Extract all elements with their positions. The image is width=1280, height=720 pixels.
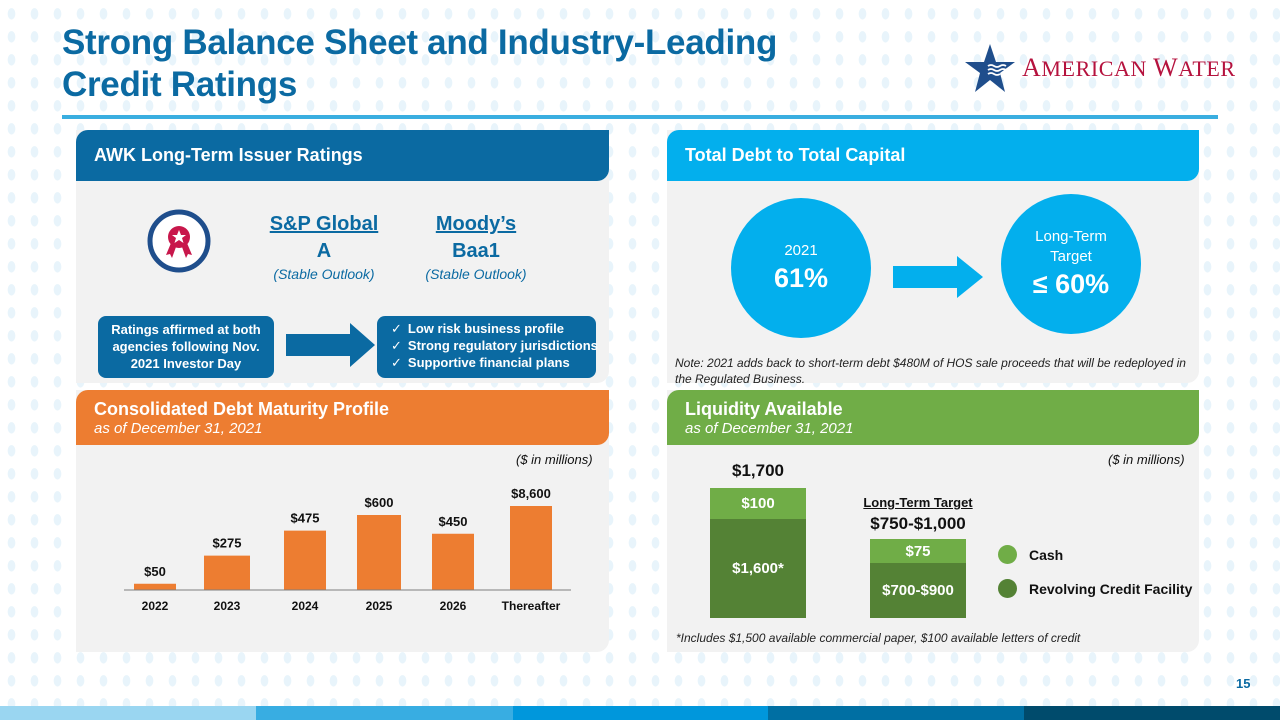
- x-tick-label: 2025: [366, 599, 393, 613]
- debt-to-capital-header: Total Debt to Total Capital: [667, 130, 1199, 181]
- units-label: ($ in millions): [1108, 452, 1185, 467]
- agency-rating: Baa1: [452, 240, 500, 262]
- units-label: ($ in millions): [516, 452, 593, 467]
- data-label: $8,600: [511, 486, 551, 501]
- bar-thereafter: [510, 506, 552, 590]
- liquidity-title: Liquidity Available: [685, 399, 843, 419]
- bar-2023: [204, 555, 250, 590]
- target-cash-bar: $75: [870, 539, 966, 563]
- legend-swatch: [998, 545, 1017, 564]
- legend-item-revolver: Revolving Credit Facility: [998, 579, 1192, 598]
- debt-maturity-subtitle: as of December 31, 2021: [94, 420, 263, 437]
- american-water-logo: AMERICAN WATER: [964, 42, 1235, 94]
- checkmark-icon: ✓: [391, 355, 402, 370]
- agency-outlook: (Stable Outlook): [273, 266, 375, 282]
- x-tick-label: 2026: [440, 599, 467, 613]
- arrow-right-icon: [286, 323, 375, 367]
- ratings-affirmed-box: Ratings affirmed at both agencies follow…: [98, 316, 274, 378]
- ratings-panel-title: AWK Long-Term Issuer Ratings: [94, 145, 363, 165]
- list-item: ✓ Supportive financial plans: [391, 355, 570, 370]
- x-tick-label: 2022: [142, 599, 169, 613]
- footer-stripe-5: [1024, 706, 1280, 720]
- debt-capital-note: Note: 2021 adds back to short-term debt …: [675, 356, 1186, 386]
- target-ratio-circle: Long-Term Target ≤ 60%: [1001, 194, 1141, 334]
- x-tick-label: 2023: [214, 599, 241, 613]
- legend-swatch: [998, 579, 1017, 598]
- x-tick-label: 2024: [292, 599, 319, 613]
- liquidity-subtitle: as of December 31, 2021: [685, 420, 854, 437]
- data-label: $50: [144, 564, 166, 579]
- current-cash-bar: $100: [710, 488, 806, 519]
- checkmark-icon: ✓: [391, 321, 402, 336]
- target-liquidity-total: $750-$1,000: [870, 514, 966, 533]
- agency-rating: A: [316, 240, 332, 262]
- footer-stripe-1: [0, 706, 256, 720]
- rating-factors-list: ✓ Low risk business profile ✓ Strong regul…: [377, 316, 598, 378]
- current-liquidity-total: $1,700: [732, 461, 784, 480]
- footer-stripe-2: [256, 706, 513, 720]
- moodys-rating: Moody’s Baa1 (Stable Outlook): [401, 211, 551, 283]
- agency-name: S&P Global: [269, 213, 379, 235]
- footer-stripe-4: [768, 706, 1024, 720]
- x-tick-label: Thereafter: [502, 599, 561, 613]
- debt-maturity-title: Consolidated Debt Maturity Profile: [94, 399, 390, 419]
- liquidity-footnote: *Includes $1,500 available commercial pa…: [676, 631, 1081, 645]
- target-ratio-value: ≤ 60%: [1032, 269, 1110, 299]
- title-line-2: Credit Ratings: [62, 65, 297, 104]
- current-ratio-label: 2021: [784, 242, 818, 259]
- target-liquidity-label: Long-Term Target: [863, 495, 973, 510]
- sp-global-rating: S&P Global A (Stable Outlook): [249, 211, 399, 283]
- debt-maturity-header: Consolidated Debt Maturity Profile as of…: [76, 390, 609, 445]
- list-item: ✓ Low risk business profile: [391, 321, 564, 336]
- award-ribbon-icon: [147, 209, 211, 273]
- liquidity-header: Liquidity Available as of December 31, 2…: [667, 390, 1199, 445]
- arrow-right-icon: [893, 256, 983, 298]
- bar-2025: [357, 515, 401, 590]
- list-item: ✓ Strong regulatory jurisdictions: [391, 338, 598, 353]
- page-title: Strong Balance Sheet and Industry-Leadin…: [62, 22, 882, 106]
- current-ratio-circle: 2021 61%: [731, 198, 871, 338]
- ratings-panel-header: AWK Long-Term Issuer Ratings: [76, 130, 609, 181]
- legend-item-cash: Cash: [998, 545, 1063, 564]
- checkmark-icon: ✓: [391, 338, 402, 353]
- bar-2022: [134, 583, 176, 590]
- star-waves-logo-icon: [965, 44, 1015, 92]
- current-revolver-bar: $1,600*: [710, 519, 806, 618]
- agency-name: Moody’s: [435, 213, 517, 235]
- data-label: $450: [439, 514, 468, 529]
- bar-2024: [284, 530, 326, 590]
- title-underline: [62, 115, 1218, 119]
- bar-2026: [432, 533, 474, 590]
- target-ratio-label: Long-Term Target: [1035, 228, 1107, 265]
- current-ratio-value: 61%: [773, 263, 829, 293]
- title-line-1: Strong Balance Sheet and Industry-Leadin…: [62, 23, 778, 62]
- debt-maturity-chart: $50 2022 $275 2023 $475 2024 $600 2025 $450 2026 $…: [124, 486, 571, 613]
- agency-outlook: (Stable Outlook): [425, 266, 527, 282]
- data-label: $600: [365, 495, 394, 510]
- data-label: $275: [213, 536, 242, 551]
- target-revolver-bar: $700-$900: [870, 563, 966, 618]
- debt-to-capital-title: Total Debt to Total Capital: [685, 145, 906, 165]
- footer-stripe-3: [513, 706, 768, 720]
- data-label: $475: [291, 511, 320, 526]
- page-number: 15: [1236, 676, 1251, 691]
- logo-wordmark: AMERICAN WATER: [1022, 53, 1236, 82]
